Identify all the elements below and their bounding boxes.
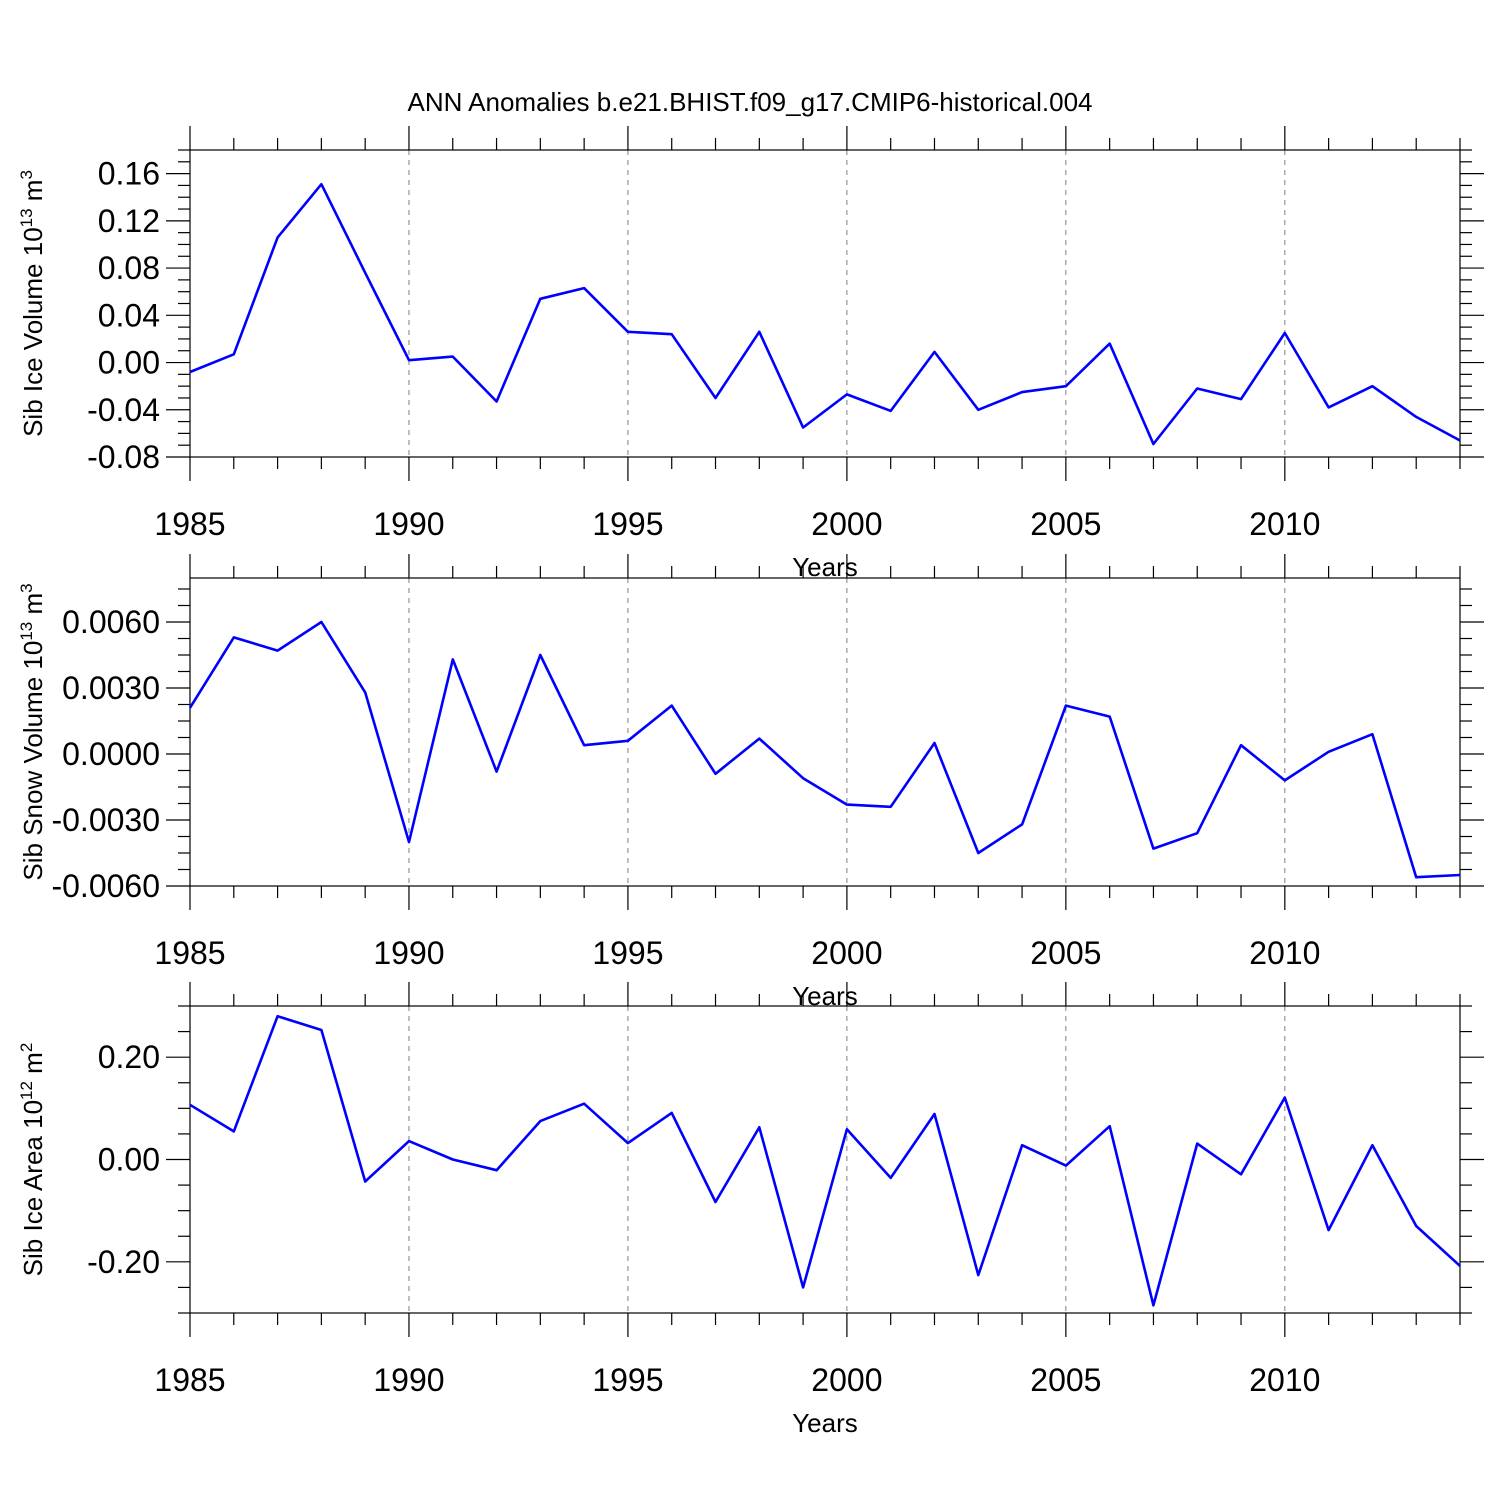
y-axis-title-unit: m: [18, 180, 48, 209]
y-tick-label: 0.0030: [62, 670, 160, 706]
chart-panel-3: 1985 1990 1995 2000 2005 2010 -0.20 0.00 0.20 Yea…: [17, 982, 1484, 1438]
x-tick-label: 2000: [811, 935, 882, 971]
y-tick-label: 0.04: [98, 297, 160, 333]
x-tick-label: 1995: [592, 1362, 663, 1398]
x-tick-label: 1990: [373, 506, 444, 542]
y-tick-label: 0.12: [98, 203, 160, 239]
x-tick-label: 1985: [154, 1362, 225, 1398]
x-tick-label: 2005: [1030, 935, 1101, 971]
y-tick-label: 0.0060: [62, 604, 160, 640]
x-tick-label: 2010: [1249, 1362, 1320, 1398]
x-tick-label: 2000: [811, 1362, 882, 1398]
chart-panel-1: 1985 1990 1995 2000 2005 2010 -0.08 -0.04 0.00 0.…: [17, 126, 1484, 582]
x-tick-label: 1990: [373, 935, 444, 971]
y-axis-title-text: Sib Ice Area 10: [18, 1100, 48, 1276]
chart-panel-2: 1985 1990 1995 2000 2005 2010 -0.0060 -0.0030 0.…: [17, 554, 1484, 1011]
y-tick-label: -0.20: [87, 1244, 160, 1280]
y-axis-title-exponent: 12: [17, 1081, 36, 1100]
x-tick-label: 2005: [1030, 506, 1101, 542]
y-axis-title-text: Sib Snow Volume 10: [18, 641, 48, 881]
y-tick-label: 0.08: [98, 250, 160, 286]
x-tick-label: 2010: [1249, 506, 1320, 542]
x-tick-label: 2010: [1249, 935, 1320, 971]
x-tick-label: 2000: [811, 506, 882, 542]
x-tick-label: 1985: [154, 935, 225, 971]
y-axis-title-unit: m: [18, 1052, 48, 1081]
y-axis-title-exponent: 13: [17, 208, 36, 227]
y-tick-label: 0.0000: [62, 736, 160, 772]
x-tick-label: 1985: [154, 506, 225, 542]
x-axis-title: Years: [792, 1408, 858, 1438]
y-tick-label: -0.0060: [51, 868, 160, 904]
x-tick-label: 1995: [592, 935, 663, 971]
plot-frame: [189, 577, 1461, 887]
series-line: [189, 1014, 1461, 1307]
figure-title: ANN Anomalies b.e21.BHIST.f09_g17.CMIP6-…: [407, 87, 1092, 117]
chart-panels: 1985 1990 1995 2000 2005 2010 -0.08 -0.04 0.00 0.…: [17, 126, 1484, 1438]
y-axis-title-unit: m: [18, 593, 48, 622]
x-tick-label: 2005: [1030, 1362, 1101, 1398]
y-tick-label: 0.00: [98, 345, 160, 381]
y-tick-label: -0.04: [87, 392, 160, 428]
y-tick-label: 0.16: [98, 156, 160, 192]
y-tick-label: 0.00: [98, 1142, 160, 1178]
y-tick-label: -0.08: [87, 439, 160, 475]
y-tick-label: 0.20: [98, 1039, 160, 1075]
series-line: [188, 620, 1461, 879]
y-axis-title: Sib Ice Volume 1013 m3: [17, 170, 48, 437]
x-tick-label: 1990: [373, 1362, 444, 1398]
y-axis-title-unit-exponent: 3: [17, 583, 36, 592]
y-axis-title: Sib Ice Area 1012 m2: [17, 1043, 48, 1277]
x-tick-label: 1995: [592, 506, 663, 542]
y-axis-title-unit-exponent: 3: [17, 170, 36, 179]
series-line: [189, 182, 1461, 446]
y-axis-title-text: Sib Ice Volume 10: [18, 227, 48, 437]
y-axis-title-unit-exponent: 2: [17, 1043, 36, 1052]
y-tick-label: -0.0030: [51, 802, 160, 838]
y-axis-title-exponent: 13: [17, 622, 36, 641]
y-axis-title: Sib Snow Volume 1013 m3: [17, 583, 48, 880]
